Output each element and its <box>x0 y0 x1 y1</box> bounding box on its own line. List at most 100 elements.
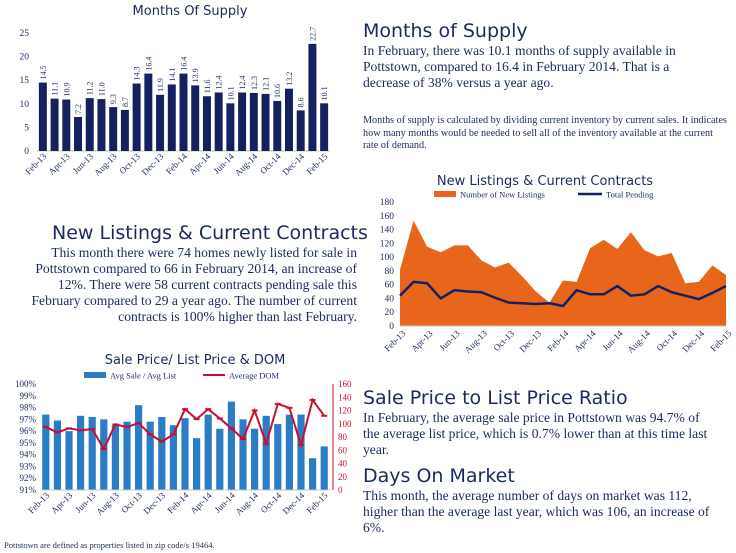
bar <box>144 73 153 151</box>
y-tick-label: 20 <box>385 308 395 318</box>
bar <box>191 85 200 151</box>
y-left-tick-label: 100% <box>15 379 37 389</box>
bar <box>135 405 143 490</box>
bar <box>216 428 224 490</box>
y-tick-label: 5 <box>24 123 29 133</box>
x-tick-label: Aug-14 <box>233 151 260 178</box>
bar <box>167 84 176 151</box>
y-tick-label: 20 <box>20 53 30 63</box>
y-tick-label: 25 <box>20 29 30 39</box>
bar <box>204 414 212 490</box>
y-right-tick-label: 40 <box>338 459 348 469</box>
x-tick-label: Feb-15 <box>708 328 733 353</box>
bar-value-label: 16.4 <box>144 57 153 71</box>
bar-value-label: 10.6 <box>273 84 282 98</box>
x-tick-label: Dec-13 <box>140 151 166 177</box>
bar <box>65 431 73 490</box>
y-tick-label: 160 <box>380 212 395 222</box>
x-tick-label: Feb-15 <box>305 490 330 515</box>
y-right-tick-label: 140 <box>338 392 352 402</box>
x-tick-label: Dec-13 <box>141 490 167 516</box>
bar <box>273 100 282 151</box>
bar <box>146 421 154 490</box>
bar <box>50 98 59 151</box>
x-tick-label: Dec-14 <box>280 151 306 177</box>
y-tick-label: 80 <box>385 267 395 277</box>
bar-value-label: 11.9 <box>156 78 165 92</box>
bar <box>239 419 247 490</box>
chart3-title: Sale Price/ List Price & DOM <box>104 353 286 368</box>
x-tick-label: Feb-14 <box>165 490 190 515</box>
bar-value-label: 13.9 <box>191 68 200 82</box>
y-tick-label: 100 <box>380 253 395 263</box>
y-right-tick-label: 160 <box>338 379 352 389</box>
bar <box>85 98 94 151</box>
chart2-title: New Listings & Current Contracts <box>436 174 654 189</box>
y-left-tick-label: 96% <box>20 426 37 436</box>
y-left-tick-label: 93% <box>20 461 37 471</box>
bar <box>284 88 293 151</box>
x-tick-label: Jun-14 <box>600 328 625 353</box>
bar <box>274 424 282 490</box>
months-of-supply-chart: 0 5 10 15 20 25 14.511.1 10.97.211.2 11.09.3 8.7 1… <box>20 27 330 178</box>
dom-paragraph: This month, the average number of days o… <box>363 488 710 535</box>
bar <box>120 109 129 151</box>
x-tick-label: Oct-13 <box>119 490 144 515</box>
x-tick-label: Dec-14 <box>281 490 307 516</box>
y-tick-label: 180 <box>380 198 395 208</box>
bar <box>308 43 317 151</box>
bar-value-label: 11.6 <box>203 80 212 94</box>
legend-label-new-listings: Number of New Listings <box>460 190 545 200</box>
x-tick-label: Aug-13 <box>462 328 489 355</box>
x-tick-label: Feb-15 <box>304 151 329 176</box>
bar <box>251 428 259 490</box>
y-tick-label: 0 <box>389 322 394 332</box>
bar <box>320 103 329 151</box>
y-tick-label: 15 <box>20 76 30 86</box>
bar-value-label: 14.5 <box>39 66 48 80</box>
bar-value-label: 9.3 <box>109 94 118 104</box>
x-tick-label: Feb-14 <box>164 151 189 176</box>
bar-value-label: 16.4 <box>180 57 189 71</box>
x-tick-label: Jun-13 <box>437 328 462 353</box>
x-tick-label: Aug-14 <box>233 490 260 517</box>
x-tick-label: Oct-14 <box>654 328 679 353</box>
footnote: Pottstown are defined as properties list… <box>4 540 215 550</box>
x-tick-label: Jun-13 <box>71 151 96 176</box>
x-tick-label: Oct-13 <box>117 151 142 176</box>
months-of-supply-paragraph: In February, there was 10.1 months of su… <box>363 43 676 90</box>
bar <box>38 82 47 151</box>
bar <box>285 414 293 490</box>
legend-label-average-dom: Average DOM <box>229 371 280 381</box>
y-tick-label: 60 <box>385 281 395 291</box>
bar <box>262 415 270 490</box>
x-tick-label: Apr-14 <box>188 490 214 516</box>
months-of-supply-note: Months of supply is calculated by dividi… <box>363 115 727 151</box>
y-right-tick-label: 20 <box>338 472 348 482</box>
bar <box>181 418 189 490</box>
bar-value-label: 7.2 <box>74 104 83 114</box>
bar <box>100 419 108 490</box>
bar-value-label: 11.0 <box>97 82 106 96</box>
y-right-tick-label: 100 <box>338 419 352 429</box>
x-tick-label: Dec-14 <box>680 328 706 354</box>
y-right-tick-label: 120 <box>338 406 352 416</box>
bar <box>62 99 71 151</box>
bar <box>193 438 201 490</box>
bar <box>169 425 177 490</box>
y-left-tick-label: 95% <box>20 438 37 448</box>
new-listings-chart: 0 20 40 60 80 100 120 140 160 180 Number of New Li… <box>380 190 734 355</box>
x-tick-label: Aug-14 <box>625 328 652 355</box>
bar <box>202 96 211 151</box>
y-left-tick-label: 94% <box>20 450 37 460</box>
new-listings-paragraph: This month there were 74 homes newly lis… <box>31 245 358 324</box>
y-tick-label: 140 <box>380 226 395 236</box>
legend-swatch-avg-sale-list <box>84 372 106 378</box>
bar <box>226 103 235 151</box>
legend-label-avg-sale-list: Avg Sale / Avg List <box>110 371 177 381</box>
bar <box>132 83 141 151</box>
bar <box>42 414 50 490</box>
bar <box>249 92 258 151</box>
bar-value-label: 12.1 <box>262 77 271 91</box>
bar <box>111 425 119 490</box>
